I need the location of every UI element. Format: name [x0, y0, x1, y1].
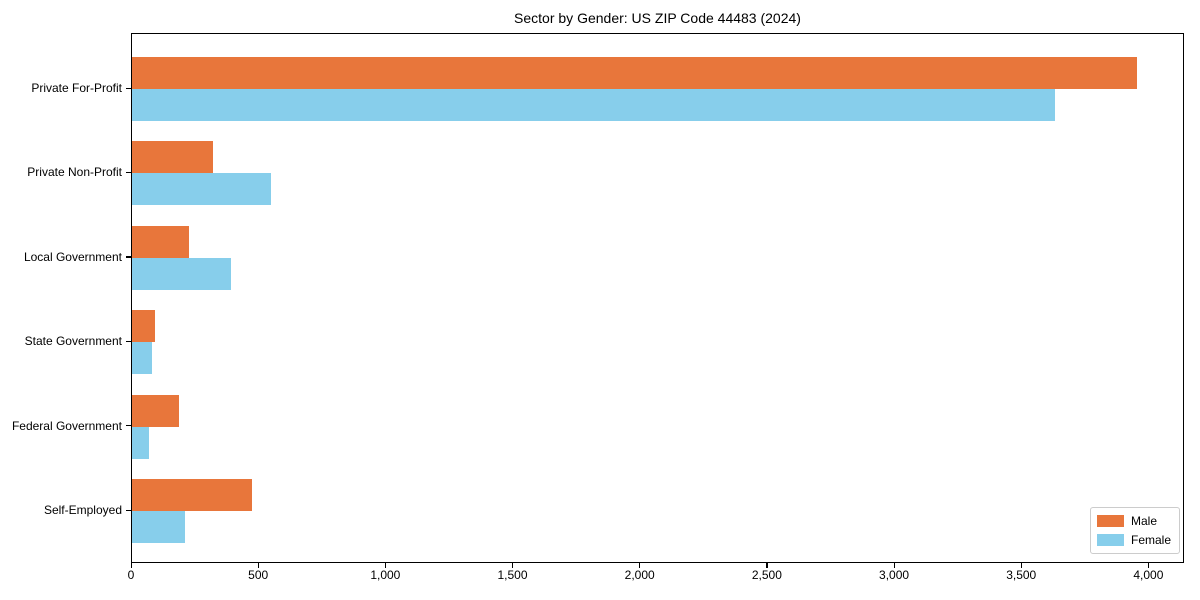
y-tick [126, 171, 131, 174]
bar-female-private-non-profit [132, 173, 271, 206]
legend-entry-female: Female [1097, 533, 1173, 547]
y-tick [126, 87, 131, 89]
x-tick [766, 563, 768, 568]
y-tick [126, 256, 131, 258]
bar-male-state-government [132, 310, 155, 343]
bar-female-local-government [132, 257, 232, 290]
bar-male-self-employed [132, 479, 252, 511]
x-tick [1147, 563, 1150, 568]
x-tick [639, 563, 641, 568]
x-tick [512, 563, 514, 568]
legend-label-male: Male [1131, 514, 1158, 529]
male-swatch [1097, 515, 1124, 528]
x-tick [257, 563, 259, 568]
bar-male-federal-government [132, 394, 180, 427]
x-tick-label: 3,000 [879, 568, 910, 582]
x-tick [130, 563, 132, 568]
bar-male-private-for-profit [132, 57, 1137, 89]
category-label-state-government: State Government [24, 334, 122, 349]
x-tick-label: 2,000 [624, 568, 655, 582]
y-tick [126, 425, 131, 427]
x-tick [384, 563, 387, 568]
y-tick [126, 509, 131, 511]
y-tick [126, 340, 131, 342]
chart-title: Sector by Gender: US ZIP Code 44483 (202… [514, 10, 801, 26]
x-tick-label: 500 [248, 568, 269, 582]
x-tick-label: 4,000 [1133, 568, 1164, 582]
legend: Male Female [1090, 507, 1180, 554]
x-tick-label: 0 [127, 568, 135, 582]
legend-entry-male: Male [1097, 514, 1173, 528]
x-tick-label: 3,500 [1006, 568, 1037, 582]
x-tick [893, 563, 895, 568]
bar-female-state-government [132, 342, 153, 375]
category-label-private-non-profit: Private Non-Profit [27, 165, 122, 180]
bar-male-local-government [132, 225, 190, 258]
x-tick-label: 1,500 [497, 568, 528, 582]
x-tick [1020, 563, 1022, 568]
plot-area [131, 33, 1184, 563]
x-tick-label: 2,500 [751, 568, 782, 582]
bar-female-self-employed [132, 511, 186, 543]
female-swatch [1097, 533, 1124, 546]
category-label-local-government: Local Government [23, 249, 122, 264]
bar-female-federal-government [132, 426, 149, 459]
category-label-federal-government: Federal Government [11, 418, 122, 433]
bar-male-private-non-profit [132, 141, 214, 174]
legend-label-female: Female [1131, 532, 1172, 547]
category-label-self-employed: Self-Employed [43, 503, 122, 517]
category-label-private-for-profit: Private For-Profit [31, 81, 122, 95]
bar-female-private-for-profit [132, 89, 1056, 121]
x-tick-label: 1,000 [370, 568, 401, 582]
